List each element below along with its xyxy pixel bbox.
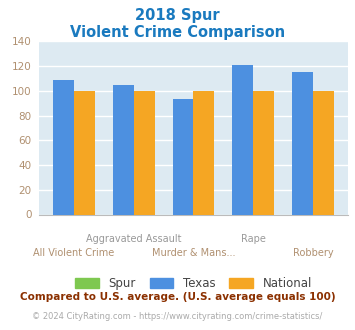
- Text: © 2024 CityRating.com - https://www.cityrating.com/crime-statistics/: © 2024 CityRating.com - https://www.city…: [32, 312, 323, 321]
- Bar: [53, 80, 74, 214]
- Bar: [74, 91, 95, 214]
- Text: Rape: Rape: [241, 234, 266, 244]
- Bar: [253, 91, 274, 214]
- Text: All Violent Crime: All Violent Crime: [33, 248, 115, 258]
- Text: Aggravated Assault: Aggravated Assault: [86, 234, 181, 244]
- Bar: [292, 72, 313, 214]
- Text: Murder & Mans...: Murder & Mans...: [152, 248, 235, 258]
- Text: Violent Crime Comparison: Violent Crime Comparison: [70, 25, 285, 40]
- Text: Robbery: Robbery: [293, 248, 333, 258]
- Bar: [173, 99, 193, 214]
- Bar: [193, 91, 214, 214]
- Bar: [113, 84, 134, 214]
- Bar: [313, 91, 334, 214]
- Text: 2018 Spur: 2018 Spur: [135, 8, 220, 23]
- Bar: [134, 91, 155, 214]
- Bar: [232, 65, 253, 214]
- Text: Compared to U.S. average. (U.S. average equals 100): Compared to U.S. average. (U.S. average …: [20, 292, 335, 302]
- Legend: Spur, Texas, National: Spur, Texas, National: [70, 272, 317, 295]
